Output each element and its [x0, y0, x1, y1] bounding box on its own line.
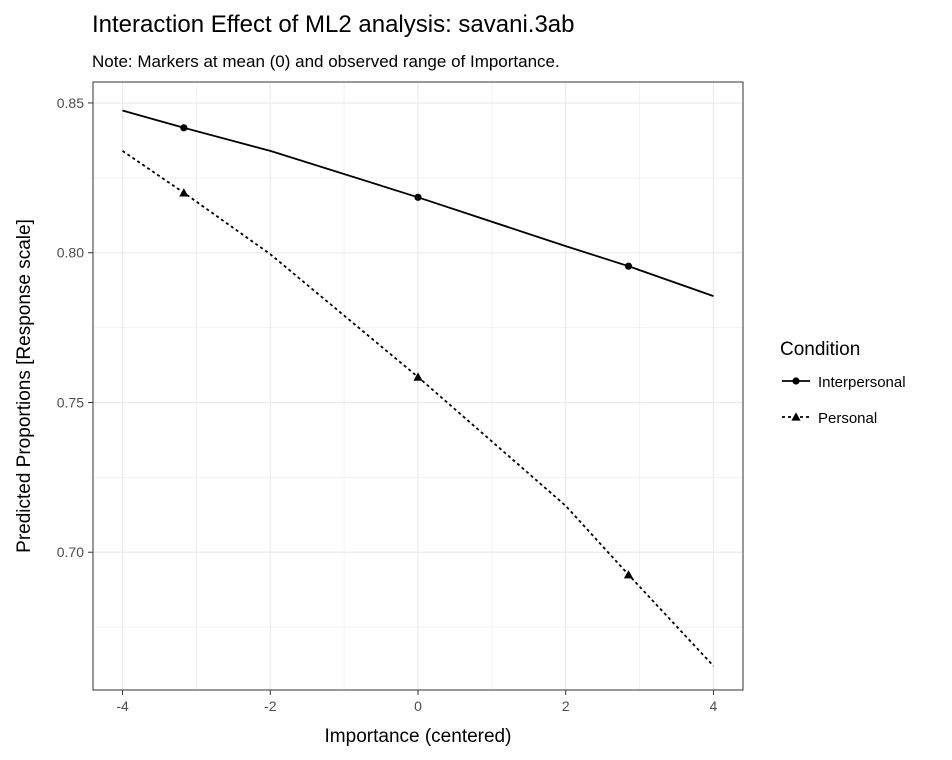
chart-title: Interaction Effect of ML2 analysis: sava… — [92, 11, 575, 38]
legend-keys — [782, 377, 810, 421]
chart-subtitle: Note: Markers at mean (0) and observed r… — [92, 52, 560, 71]
y-tick-label: 0.70 — [57, 544, 84, 560]
y-tick-label: 0.75 — [57, 394, 84, 410]
series-layer — [121, 109, 715, 667]
y-tick-label: 0.80 — [57, 245, 84, 261]
legend-key-marker-personal — [791, 412, 801, 421]
x-tick-label: 0 — [414, 698, 422, 714]
data-point-interpersonal — [624, 262, 633, 270]
legend: Condition Interpersonal Personal — [780, 339, 906, 427]
legend-key-marker-interpersonal — [792, 377, 800, 385]
legend-label-personal: Personal — [818, 410, 877, 427]
data-point-personal — [179, 188, 189, 197]
axis-ticks: -4 -2 0 2 4 0.70 0.75 0.80 0.85 — [57, 95, 718, 714]
x-tick-label: -2 — [264, 698, 277, 714]
legend-title: Condition — [780, 339, 860, 360]
y-tick-label: 0.85 — [57, 95, 84, 111]
x-tick-label: 4 — [710, 698, 718, 714]
data-point-personal — [413, 372, 423, 381]
x-axis-label: Importance (centered) — [325, 726, 512, 747]
data-point-personal — [623, 570, 634, 579]
data-point-interpersonal — [414, 193, 422, 201]
major-gridlines — [93, 82, 743, 690]
x-tick-label: -4 — [116, 698, 129, 714]
data-point-interpersonal — [180, 124, 188, 132]
legend-label-interpersonal: Interpersonal — [818, 374, 906, 391]
x-tick-label: 2 — [562, 698, 570, 714]
y-axis-label: Predicted Proportions [Response scale] — [14, 219, 35, 553]
